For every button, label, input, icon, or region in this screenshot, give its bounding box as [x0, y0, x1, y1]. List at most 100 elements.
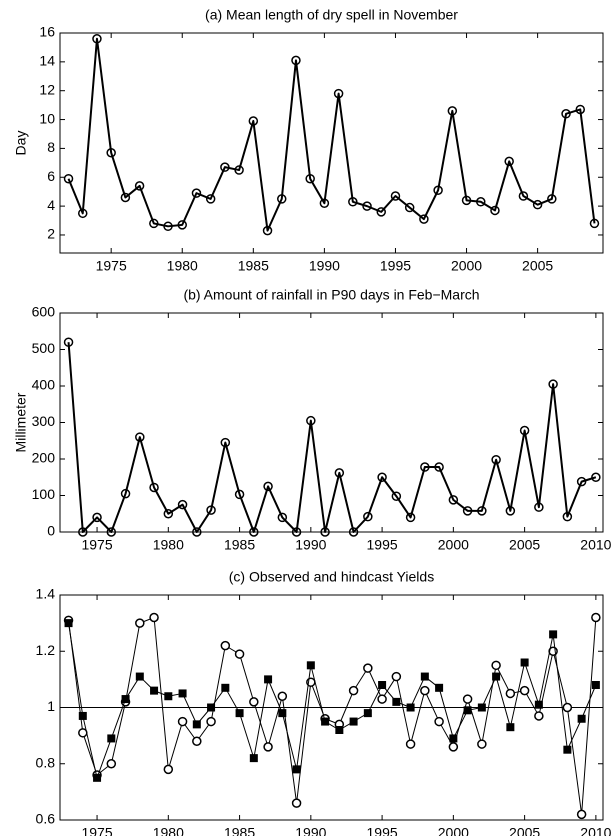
data-point — [390, 191, 401, 201]
data-point — [589, 218, 600, 229]
data-point — [476, 197, 486, 207]
data-point — [534, 700, 543, 709]
x-tick-label: 1975 — [96, 258, 127, 274]
data-point — [492, 672, 501, 681]
y-tick-label: 300 — [32, 413, 56, 429]
data-point — [420, 685, 430, 696]
data-point — [163, 509, 174, 519]
data-point — [106, 759, 117, 769]
data-point — [448, 495, 459, 505]
y-tick-label: 10 — [39, 110, 55, 126]
data-point — [206, 505, 216, 515]
data-point — [92, 512, 102, 523]
plot-frame — [59, 32, 604, 254]
data-point — [392, 697, 401, 706]
data-point — [461, 195, 472, 206]
data-point — [135, 672, 144, 681]
data-point — [391, 671, 402, 682]
data-point — [262, 225, 273, 236]
data-point — [278, 709, 287, 718]
data-point — [575, 104, 586, 115]
data-point — [576, 476, 587, 487]
data-point — [264, 675, 273, 684]
data-point — [205, 194, 216, 204]
data-point — [63, 173, 74, 184]
series-line — [68, 617, 597, 815]
x-tick-label: 1990 — [309, 258, 340, 274]
data-point — [63, 337, 74, 347]
y-axis-label: Millimeter — [13, 392, 29, 452]
x-tick-label: 1975 — [81, 825, 112, 836]
data-point — [348, 197, 358, 207]
data-point — [576, 809, 587, 820]
data-point — [249, 697, 259, 707]
data-point — [405, 512, 416, 523]
data-point — [319, 198, 330, 208]
data-point — [206, 716, 216, 727]
data-point — [505, 506, 516, 516]
data-point — [192, 736, 202, 746]
data-point — [519, 685, 530, 696]
y-tick-label: 12 — [39, 81, 55, 97]
data-point — [177, 716, 188, 727]
x-tick-label: 1995 — [367, 825, 398, 836]
y-tick-label: 0.6 — [36, 811, 56, 827]
data-point — [377, 694, 387, 704]
x-tick-label: 1995 — [380, 258, 411, 274]
y-tick-label: 0.8 — [36, 754, 56, 770]
data-point — [234, 649, 245, 659]
data-point — [534, 711, 544, 721]
x-tick-label: 1975 — [81, 537, 112, 553]
data-point — [490, 205, 500, 216]
data-point — [221, 683, 230, 692]
data-point — [335, 726, 344, 734]
data-point — [263, 742, 273, 752]
data-point — [121, 695, 130, 704]
x-tick-label: 2005 — [522, 258, 553, 274]
data-point — [249, 754, 258, 763]
series-line — [67, 342, 597, 533]
series-line — [67, 37, 596, 232]
data-point — [518, 191, 529, 201]
data-point — [334, 468, 345, 478]
data-point — [549, 630, 558, 639]
data-point — [434, 716, 444, 727]
data-point — [234, 165, 244, 175]
data-point — [163, 764, 174, 775]
data-point — [491, 660, 501, 671]
data-point — [149, 218, 159, 229]
data-point — [376, 207, 387, 217]
data-point — [532, 199, 543, 210]
data-point — [477, 506, 487, 516]
data-point — [220, 640, 231, 651]
y-tick-label: 14 — [39, 53, 55, 69]
chart-title: (b) Amount of rainfall in P90 days in Fe… — [183, 287, 479, 303]
data-point — [134, 181, 145, 191]
x-tick-label: 1985 — [224, 537, 255, 553]
y-tick-label: 16 — [39, 24, 55, 40]
data-point — [191, 188, 202, 198]
x-tick-label: 1985 — [238, 258, 269, 274]
data-point — [491, 454, 501, 465]
data-point — [277, 691, 288, 701]
data-point — [292, 765, 301, 774]
data-point — [192, 720, 201, 729]
data-point — [177, 499, 188, 510]
data-point — [448, 742, 459, 752]
data-point — [506, 723, 515, 732]
data-point — [263, 481, 273, 492]
data-point — [363, 663, 373, 673]
data-point — [477, 703, 486, 712]
data-point — [93, 773, 102, 782]
data-point — [519, 425, 530, 436]
data-point — [163, 221, 173, 232]
y-tick-label: 500 — [32, 340, 56, 356]
data-point — [591, 681, 600, 689]
data-point — [106, 147, 116, 158]
data-point — [107, 734, 116, 743]
data-point — [504, 156, 514, 167]
data-point — [207, 703, 216, 712]
y-tick-label: 100 — [32, 486, 56, 502]
x-tick-label: 1995 — [367, 537, 398, 553]
